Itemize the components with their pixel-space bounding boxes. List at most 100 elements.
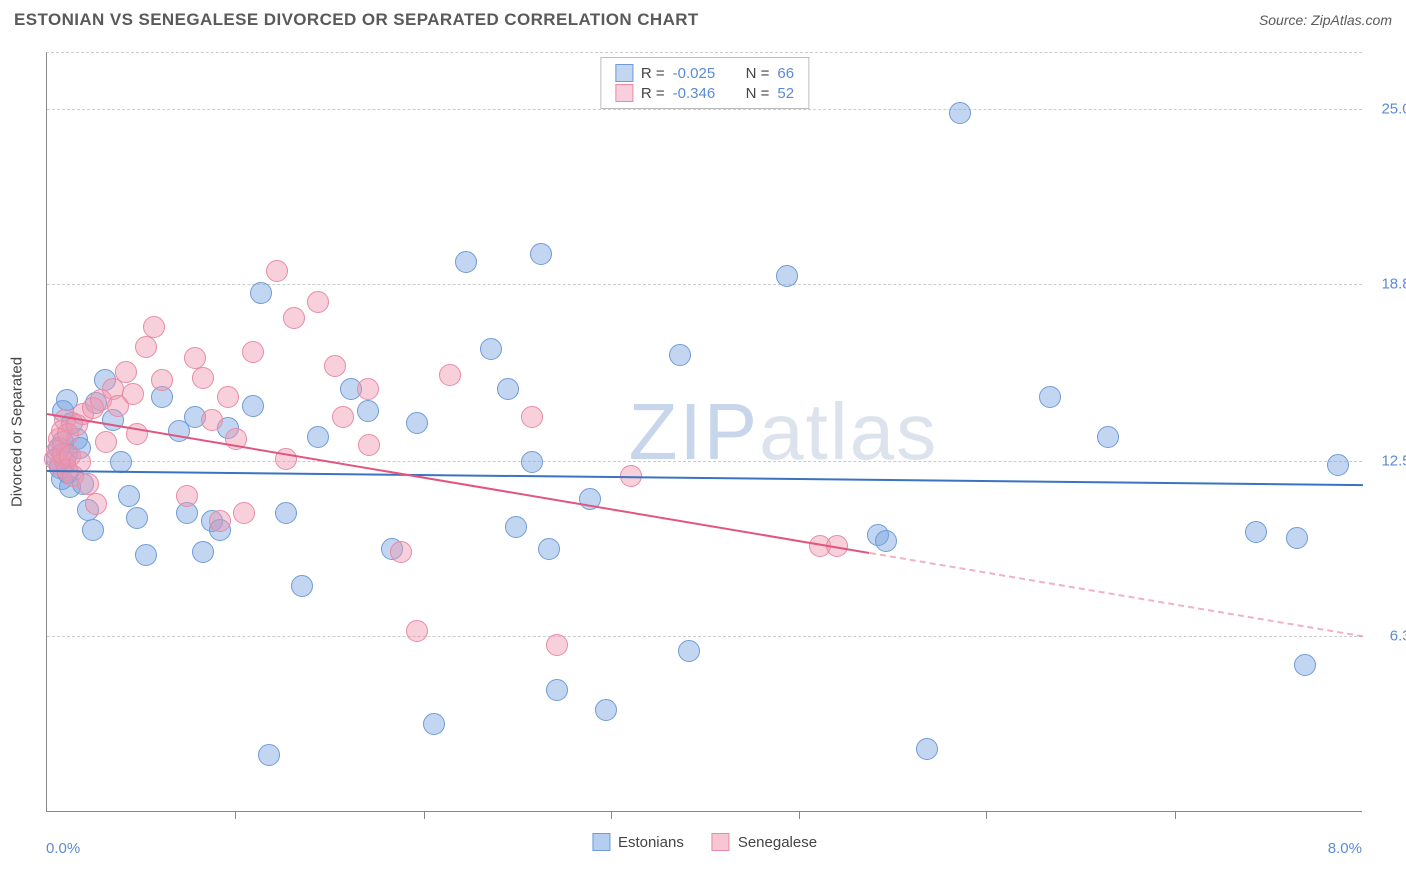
y-tick-label: 25.0% <box>1368 101 1406 118</box>
legend-label: Estonians <box>618 834 684 851</box>
legend-r-label: R = <box>641 65 665 82</box>
scatter-point <box>521 406 543 428</box>
y-tick-label: 12.5% <box>1368 453 1406 470</box>
scatter-point <box>1327 454 1349 476</box>
legend-swatch <box>615 84 633 102</box>
legend-stat-row: R =-0.025N =66 <box>615 63 794 83</box>
scatter-point <box>184 347 206 369</box>
gridline <box>47 109 1362 110</box>
scatter-point <box>455 251 477 273</box>
scatter-point <box>307 426 329 448</box>
scatter-point <box>1039 386 1061 408</box>
scatter-point <box>126 507 148 529</box>
scatter-point <box>324 355 346 377</box>
scatter-point <box>143 316 165 338</box>
legend-r-value: -0.346 <box>673 85 728 102</box>
scatter-point <box>85 493 107 515</box>
legend-r-label: R = <box>641 85 665 102</box>
scatter-point <box>192 367 214 389</box>
scatter-point <box>423 713 445 735</box>
legend-n-value: 52 <box>777 85 794 102</box>
scatter-point <box>192 541 214 563</box>
y-axis-title: Divorced or Separated <box>9 357 26 507</box>
legend-swatch <box>592 833 610 851</box>
scatter-point <box>115 361 137 383</box>
legend-item: Senegalese <box>712 833 817 851</box>
scatter-point <box>242 395 264 417</box>
scatter-point <box>875 530 897 552</box>
gridline <box>47 284 1362 285</box>
gridline <box>47 461 1362 462</box>
legend-n-label: N = <box>746 85 770 102</box>
scatter-point <box>357 400 379 422</box>
chart-source: Source: ZipAtlas.com <box>1259 12 1392 28</box>
scatter-point <box>283 307 305 329</box>
legend-stat-row: R = -0.346 N = 52 <box>615 83 794 103</box>
scatter-point <box>480 338 502 360</box>
chart-header: ESTONIAN VS SENEGALESE DIVORCED OR SEPAR… <box>14 10 1392 30</box>
scatter-point <box>916 738 938 760</box>
trend-line <box>47 470 1363 486</box>
x-tick <box>235 811 236 819</box>
chart-plot-area: Divorced or Separated ZIPatlas R =-0.025… <box>46 52 1362 812</box>
legend-series: Estonians Senegalese <box>592 833 817 851</box>
scatter-point <box>307 291 329 313</box>
scatter-point <box>358 434 380 456</box>
scatter-point <box>406 412 428 434</box>
trend-line <box>47 413 870 554</box>
legend-label: Senegalese <box>738 834 817 851</box>
scatter-point <box>250 282 272 304</box>
scatter-point <box>275 502 297 524</box>
scatter-point <box>266 260 288 282</box>
scatter-point <box>217 386 239 408</box>
scatter-point <box>95 431 117 453</box>
scatter-point <box>949 102 971 124</box>
scatter-point <box>258 744 280 766</box>
scatter-point <box>82 519 104 541</box>
scatter-point <box>135 544 157 566</box>
scatter-point <box>521 451 543 473</box>
scatter-point <box>678 640 700 662</box>
x-axis-start: 0.0% <box>46 840 80 857</box>
x-tick <box>799 811 800 819</box>
scatter-point <box>201 409 223 431</box>
scatter-point <box>538 538 560 560</box>
scatter-point <box>595 699 617 721</box>
legend-swatch <box>615 64 633 82</box>
scatter-point <box>77 473 99 495</box>
scatter-point <box>497 378 519 400</box>
y-tick-label: 6.3% <box>1368 627 1406 644</box>
scatter-point <box>390 541 412 563</box>
scatter-point <box>135 336 157 358</box>
legend-stats: R =-0.025N =66R =-0.346N =52 <box>600 57 809 109</box>
scatter-point <box>118 485 140 507</box>
scatter-point <box>332 406 354 428</box>
scatter-point <box>1294 654 1316 676</box>
scatter-point <box>669 344 691 366</box>
legend-swatch <box>712 833 730 851</box>
scatter-point <box>176 485 198 507</box>
scatter-point <box>357 378 379 400</box>
x-tick <box>424 811 425 819</box>
legend-r-value: -0.025 <box>673 65 728 82</box>
chart-title: ESTONIAN VS SENEGALESE DIVORCED OR SEPAR… <box>14 10 699 30</box>
scatter-point <box>291 575 313 597</box>
gridline <box>47 636 1362 637</box>
scatter-point <box>233 502 255 524</box>
scatter-point <box>209 510 231 532</box>
scatter-point <box>1286 527 1308 549</box>
scatter-point <box>242 341 264 363</box>
watermark: ZIPatlas <box>629 386 938 478</box>
scatter-point <box>1097 426 1119 448</box>
scatter-point <box>546 679 568 701</box>
scatter-point <box>151 369 173 391</box>
x-tick <box>1175 811 1176 819</box>
x-tick <box>986 811 987 819</box>
trend-line <box>869 552 1363 637</box>
scatter-point <box>122 383 144 405</box>
scatter-point <box>776 265 798 287</box>
scatter-point <box>1245 521 1267 543</box>
scatter-point <box>505 516 527 538</box>
y-tick-label: 18.8% <box>1368 275 1406 292</box>
legend-n-label: N = <box>746 65 770 82</box>
